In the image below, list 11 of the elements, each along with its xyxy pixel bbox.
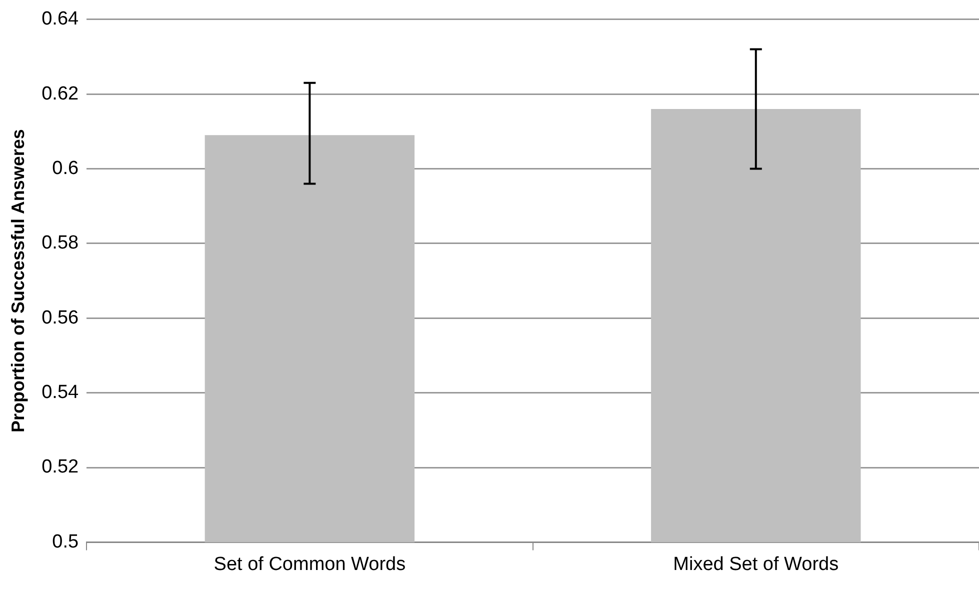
y-tick-label: 0.54 [42,382,80,404]
y-tick-label: 0.52 [42,456,79,478]
y-tick-label: 0.5 [52,531,79,552]
y-axis-title: Proportion of Successful Answeres [8,129,28,433]
y-tick-label: 0.64 [42,8,80,30]
y-tick-label: 0.6 [52,158,79,180]
y-tick-label: 0.56 [42,307,79,328]
y-tick-label: 0.58 [42,232,79,254]
x-tick-label: Mixed Set of Words [673,554,839,575]
y-tick-label: 0.62 [42,83,79,104]
x-tick-label: Set of Common Words [214,554,406,575]
